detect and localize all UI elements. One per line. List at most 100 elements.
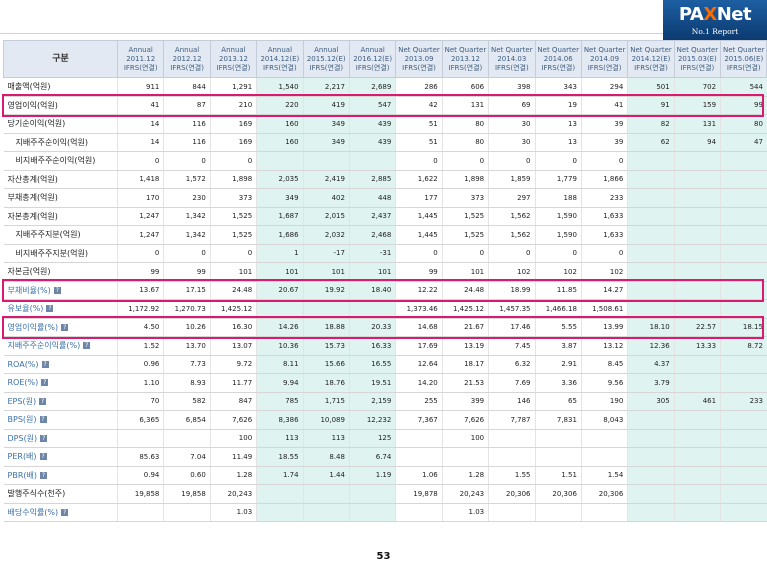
help-icon[interactable]: ? [83,342,91,350]
value-cell: 16.33 [348,336,396,356]
value-cell [720,503,767,522]
row-label-cell[interactable]: 부채비율(%)? [3,280,118,300]
row-label-cell[interactable]: PER(배)? [3,447,118,467]
value-cell: 1,633 [580,207,628,226]
table-row: 자본총계(억원) 1,247 1,342 1,525 1,687 2,015 2,437 1,… [3,207,767,226]
value-cell: 4.37 [627,355,675,374]
help-icon[interactable]: ? [39,416,47,424]
help-icon[interactable]: ? [53,286,61,294]
row-label-cell: 발행주식수(천주) [3,484,118,504]
row-label[interactable]: PBR(배) [7,470,37,480]
row-label-cell: 부채총계(억원) [3,188,118,208]
value-cell: 1,525 [209,207,257,226]
row-label-cell[interactable]: EPS(원)? [3,391,118,411]
row-label[interactable]: PER(배) [7,452,37,462]
value-cell: 190 [580,391,628,411]
value-cell: 20,306 [488,484,536,504]
row-label[interactable]: 지배주주순이익률(%) [7,341,81,351]
help-icon[interactable]: ? [39,453,47,461]
value-cell: 1.10 [116,373,164,393]
value-cell [302,503,350,522]
value-cell: 13.07 [209,336,257,356]
value-cell: 0 [580,151,628,171]
value-cell [673,503,721,522]
value-cell: 1.52 [116,336,164,356]
value-cell: 101 [256,262,304,282]
column-header-line: Annual [221,45,246,54]
value-cell: 349 [302,114,350,134]
value-cell: 41 [116,96,164,115]
row-label[interactable]: 부채비율(%) [7,285,51,295]
row-label[interactable]: ROA(%) [7,359,39,369]
help-icon[interactable]: ? [61,323,69,331]
row-label[interactable]: EPS(원) [7,396,37,406]
value-cell: 1,590 [534,225,582,245]
value-cell: 2,032 [302,225,350,245]
value-cell: 12.22 [395,280,443,300]
value-cell: 8,043 [580,410,628,430]
help-icon[interactable]: ? [46,305,54,313]
row-label[interactable]: ROE(%) [7,378,39,388]
value-cell: 14.27 [580,280,628,300]
value-cell: 1,418 [116,169,164,189]
row-label: 발행주식수(천주) [7,489,66,499]
value-cell [720,373,767,393]
value-cell: 7.04 [163,447,211,467]
help-icon[interactable]: ? [39,471,47,479]
value-cell: 1,715 [302,391,350,411]
help-icon[interactable]: ? [61,508,69,516]
header-category: 구분 [3,40,118,78]
row-label-cell[interactable]: 지배주주순이익률(%)? [3,336,118,356]
value-cell: 2,015 [302,207,350,226]
value-cell [627,188,675,208]
value-cell: 18.99 [488,280,536,300]
value-cell: 113 [302,429,350,448]
value-cell [580,429,628,448]
logo-tagline: No.1 Report [691,27,739,36]
value-cell: 41 [580,96,628,115]
value-cell: 6,365 [116,410,164,430]
help-icon[interactable]: ? [40,434,48,442]
row-label-cell[interactable]: ROA(%)? [3,355,118,374]
value-cell [720,244,767,263]
value-cell: 18.76 [302,373,350,393]
value-cell [627,410,675,430]
highlight-box [2,279,764,302]
value-cell: 1.03 [209,503,257,522]
row-label-cell[interactable]: ROE(%)? [3,373,118,393]
value-cell [673,207,721,226]
row-label[interactable]: DPS(원) [7,433,38,443]
row-label[interactable]: 영업이익률(%) [7,322,59,332]
value-cell: 0 [116,151,164,171]
row-label[interactable]: 유보율(%) [7,304,44,314]
row-label-cell[interactable]: 영업이익률(%)? [3,317,118,337]
value-cell: 1.28 [209,466,257,485]
value-cell: 1 [256,244,304,263]
help-icon[interactable]: ? [41,360,49,368]
value-cell: 18.10 [627,317,675,337]
value-cell: 1,342 [163,207,211,226]
value-cell: 402 [302,188,350,208]
value-cell: 5.55 [534,317,582,337]
row-label-cell[interactable]: DPS(원)? [3,429,118,448]
value-cell: 188 [534,188,582,208]
row-label-cell[interactable]: BPS(원)? [3,410,118,430]
header-rule [0,33,767,34]
help-icon[interactable]: ? [39,397,47,405]
table-row: 당기순이익(억원) 14 116 169 160 349 439 51 80 30 13 39 82 13… [3,114,767,134]
row-label[interactable]: 배당수익률(%) [7,507,59,517]
column-header: Net Quarter 2014.09 IFRS(연결) [580,40,629,78]
row-label-cell[interactable]: PBR(배)? [3,466,118,485]
value-cell: 1.19 [348,466,396,485]
value-cell: 65 [534,391,582,411]
value-cell [673,410,721,430]
value-cell: 82 [627,114,675,134]
value-cell [441,447,489,467]
help-icon[interactable]: ? [41,379,49,387]
row-label[interactable]: BPS(원) [7,415,37,425]
row-label-cell[interactable]: 배당수익률(%)? [3,503,118,522]
value-cell [302,151,350,171]
financial-table: 구분 Annual 2011.12 IFRS(연결) Annual 2012.12 IFR… [3,40,767,522]
value-cell [673,280,721,300]
table-header-row: 구분 Annual 2011.12 IFRS(연결) Annual 2012.12 IFR… [3,40,767,78]
